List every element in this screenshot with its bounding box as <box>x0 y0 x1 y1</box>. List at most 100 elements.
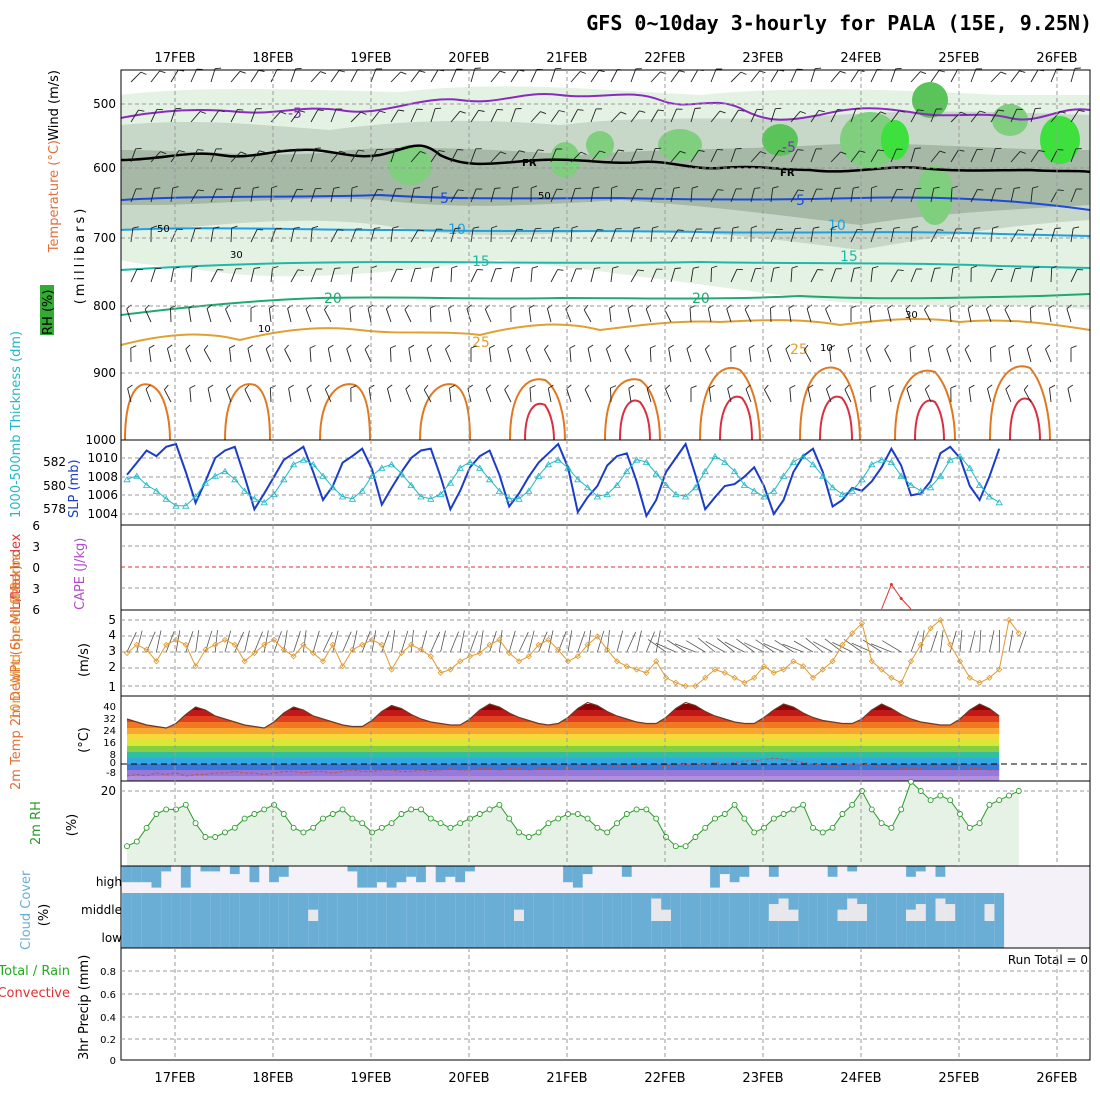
thickness-point <box>985 493 994 500</box>
cloud-middle-bar <box>229 893 240 921</box>
wind-barb-flag <box>1070 345 1077 349</box>
wind-barb <box>750 109 758 123</box>
wind-barb <box>150 109 158 123</box>
wind-barb-flag <box>979 110 986 114</box>
wind-barb <box>1070 188 1077 203</box>
slp-tick: 1006 <box>87 488 118 502</box>
rh2m-point <box>271 801 277 808</box>
wind-barb-flag <box>745 384 751 390</box>
wind10m-point <box>535 641 542 648</box>
wind10m-barb <box>273 631 282 653</box>
wind-barb <box>970 189 978 203</box>
wind-barb <box>950 69 958 83</box>
wind-barb-flag <box>951 185 958 189</box>
wind-barb-flag <box>237 109 244 111</box>
wind-barb-flag <box>870 385 876 389</box>
wind-barb <box>1050 228 1056 243</box>
rh2m-point <box>555 815 562 822</box>
wind-barb-flag <box>778 150 786 153</box>
cloud-middle-bar <box>651 893 662 899</box>
bottom-date-label: 20FEB <box>448 1071 489 1086</box>
wind-barb <box>230 268 237 283</box>
rh2m-point <box>280 811 287 817</box>
wind-barb-flag <box>454 227 461 229</box>
wind-barb <box>888 388 892 403</box>
wind-barb-flag <box>203 344 209 351</box>
rh2m-point <box>986 801 993 808</box>
cloud-middle-bar <box>582 893 593 921</box>
wind-barb-flag <box>206 304 213 309</box>
cloud-middle-bar <box>739 893 750 921</box>
wind-barb <box>490 151 501 163</box>
wind-barb <box>310 268 317 283</box>
thickness-point <box>358 487 366 494</box>
cloud-low-bar <box>886 921 897 948</box>
wind-barb-flag <box>946 344 952 350</box>
wind-barb-flag <box>797 149 804 151</box>
wind10m-barb <box>1008 630 1014 653</box>
wind-barb <box>207 388 212 403</box>
wind10m-barb <box>263 630 269 653</box>
wind10m-point <box>858 620 866 627</box>
wind-barb-flag <box>478 109 485 112</box>
rh-axis-label: RH (%) <box>41 290 56 335</box>
wind10m-point <box>711 666 719 673</box>
wind-barb-flag <box>288 384 294 389</box>
cloud-middle-bar <box>504 893 515 921</box>
wind-barb <box>510 229 518 243</box>
wind-barb-flag <box>352 266 359 269</box>
thickness-point <box>338 493 347 500</box>
wind-barb-flag <box>257 228 264 231</box>
cloud-axis-label: Cloud Cover <box>19 870 34 950</box>
wind10m-barb <box>705 640 725 653</box>
wind10m-barb <box>430 631 441 653</box>
rh2m-point <box>741 815 748 822</box>
wind-barb-flag <box>433 266 440 269</box>
wind10m-point <box>555 646 562 653</box>
wind-barb <box>1030 188 1033 203</box>
wind10m-barb <box>870 643 892 653</box>
wind-barb <box>645 308 652 323</box>
thickness-point <box>309 461 317 468</box>
cloud-low-bar <box>278 921 289 948</box>
wind-barb <box>964 349 972 363</box>
wind-barb-flag <box>829 344 836 349</box>
wind-barb-flag <box>937 229 944 231</box>
wind-barb-flag <box>818 109 825 113</box>
thickness-point <box>632 456 641 463</box>
wind10m-barb <box>979 629 982 653</box>
wind10m-point <box>800 663 807 670</box>
cloud-middle-bar <box>553 893 564 921</box>
wind-barb <box>1010 229 1019 243</box>
wind-barb <box>390 188 397 203</box>
wind-barb <box>970 68 977 83</box>
wind-barb-flag <box>265 344 271 350</box>
thickness-point <box>603 490 611 498</box>
cloud-middle-bar <box>523 893 534 921</box>
wind-barb <box>504 389 512 403</box>
wind-barb <box>1070 110 1079 123</box>
wind10m-barb <box>361 631 371 653</box>
wind-barb <box>884 349 892 363</box>
wind-barb <box>170 307 172 323</box>
cloud-low-bar <box>896 921 907 948</box>
cloud-low-bar <box>151 921 162 948</box>
wind10m-point <box>545 636 552 643</box>
thickness-point <box>289 461 298 468</box>
wind-barb-flag <box>1059 110 1066 114</box>
wind-barb <box>887 308 892 323</box>
wind-barb <box>650 188 657 203</box>
wind-barb-flag <box>906 384 912 389</box>
wind-barb <box>946 348 952 363</box>
wind-barb <box>410 229 419 243</box>
precip-tick: 0.6 <box>100 990 116 1001</box>
cloud-low-bar <box>621 921 632 948</box>
thickness-point <box>583 484 592 491</box>
wind-barb-flag <box>677 229 684 232</box>
cloud-middle-bar <box>122 893 132 921</box>
wind-barb-flag <box>314 147 321 149</box>
temp-band <box>127 740 1000 746</box>
wind10m-line <box>126 618 1020 687</box>
cloud-low-bar <box>710 921 720 948</box>
cloud-middle-bar <box>778 893 789 899</box>
